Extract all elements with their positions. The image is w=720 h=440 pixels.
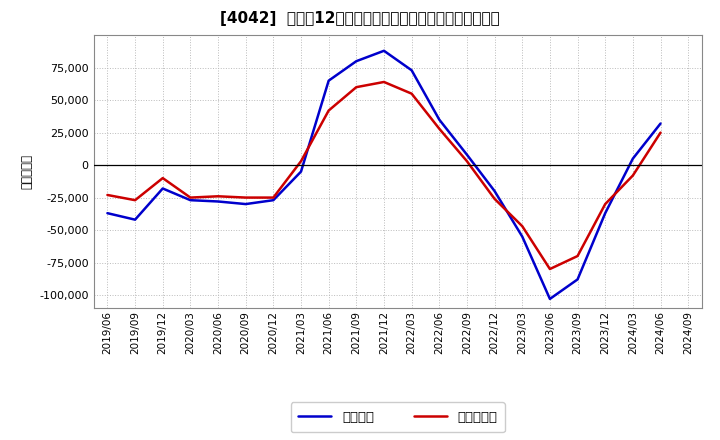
経常利益: [463, 152, 472, 158]
Legend: 経常利益, 当期純利益: 経常利益, 当期純利益: [291, 402, 505, 433]
経常利益: [352, 59, 361, 64]
当期純利益: [131, 198, 140, 203]
Text: [4042]  利益の12か月移動合計の対前年同期増減額の推移: [4042] 利益の12か月移動合計の対前年同期増減額の推移: [220, 11, 500, 26]
Line: 経常利益: 経常利益: [107, 51, 660, 299]
当期純利益: [490, 196, 499, 202]
当期純利益: [158, 176, 167, 181]
経常利益: [490, 188, 499, 194]
当期純利益: [214, 194, 222, 199]
当期純利益: [629, 173, 637, 178]
経常利益: [241, 202, 250, 207]
当期純利益: [297, 158, 305, 164]
経常利益: [186, 198, 194, 203]
当期純利益: [435, 126, 444, 132]
経常利益: [103, 210, 112, 216]
当期純利益: [518, 224, 526, 229]
経常利益: [379, 48, 388, 53]
経常利益: [546, 296, 554, 301]
経常利益: [656, 121, 665, 126]
経常利益: [601, 210, 610, 216]
経常利益: [629, 156, 637, 161]
当期純利益: [103, 192, 112, 198]
当期純利益: [463, 158, 472, 164]
経常利益: [297, 169, 305, 174]
経常利益: [324, 78, 333, 83]
当期純利益: [408, 91, 416, 96]
当期純利益: [241, 195, 250, 200]
経常利益: [408, 68, 416, 73]
当期純利益: [656, 130, 665, 135]
Line: 当期純利益: 当期純利益: [107, 82, 660, 269]
Y-axis label: （百万円）: （百万円）: [21, 154, 34, 189]
当期純利益: [573, 253, 582, 259]
経常利益: [269, 198, 278, 203]
経常利益: [573, 277, 582, 282]
経常利益: [435, 117, 444, 122]
当期純利益: [352, 84, 361, 90]
経常利益: [214, 199, 222, 204]
当期純利益: [269, 195, 278, 200]
当期純利益: [379, 79, 388, 84]
当期純利益: [601, 202, 610, 207]
経常利益: [158, 186, 167, 191]
経常利益: [518, 234, 526, 239]
経常利益: [131, 217, 140, 222]
当期純利益: [186, 195, 194, 200]
当期純利益: [324, 108, 333, 113]
当期純利益: [546, 266, 554, 271]
